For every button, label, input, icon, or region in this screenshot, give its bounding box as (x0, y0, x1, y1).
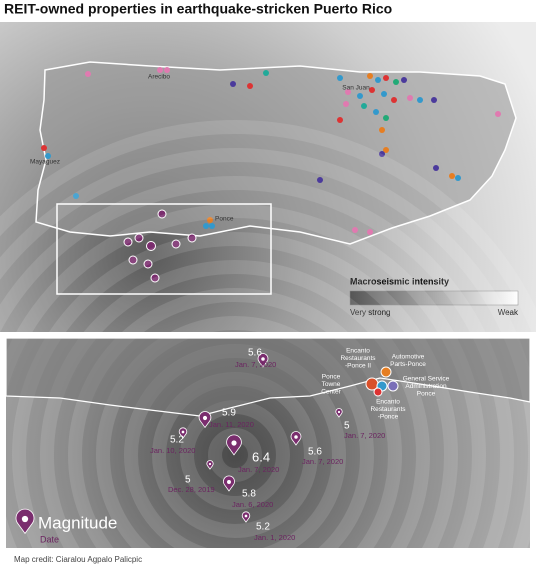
property-label: -Ponce II (345, 363, 371, 370)
place-label: Mayaguez (30, 159, 60, 166)
pin-dot (208, 462, 212, 466)
magnitude-label: 5.6 (308, 447, 322, 458)
pin-dot (337, 410, 341, 414)
property-label: Administration (405, 383, 447, 390)
property-label: Automotive (392, 354, 425, 361)
property-dots (41, 67, 501, 235)
date-label: Jan. 7, 2020 (235, 360, 276, 369)
date-label: Jan. 10, 2020 (150, 446, 195, 455)
ring (0, 176, 514, 569)
ring (0, 148, 536, 569)
quake-pin (223, 475, 235, 492)
property-label: Towne (322, 381, 341, 388)
pin-dot (202, 415, 208, 421)
property-label: Center (321, 389, 341, 396)
quake-pin (178, 427, 188, 439)
date-label: Jan. 7, 2020 (238, 465, 279, 474)
date-label: Dec. 28, 2019 (168, 485, 215, 494)
magnitude-label: 5 (344, 421, 350, 432)
pin-dot (227, 480, 231, 484)
magnitude-label: 5 (185, 475, 191, 486)
ring (0, 120, 536, 569)
inset-frame (56, 203, 272, 295)
legend-magnitude: Magnitude (38, 513, 117, 532)
magnitude-label: 5.9 (222, 408, 236, 419)
quake-pin (198, 411, 212, 429)
legend-title: Macroseismic intensity (350, 276, 449, 286)
date-label: Jan. 11, 2020 (209, 420, 254, 429)
top-pins (123, 209, 197, 283)
quake-pin (206, 460, 214, 470)
quake-pin (335, 408, 343, 418)
legend-high: Weak (498, 308, 519, 317)
magnitude-label: 5.2 (256, 522, 270, 533)
ring (68, 288, 402, 569)
property-label: -Ponce (378, 414, 399, 421)
property-label: Ponce (417, 391, 436, 398)
magnitude-label: 5.6 (248, 348, 262, 359)
coastline (5, 337, 531, 417)
quake-pin (226, 434, 242, 456)
pin-dot (181, 430, 185, 434)
legend-low: Very strong (350, 308, 390, 317)
title: REIT-owned properties in earthquake-stri… (4, 1, 392, 17)
pin-dot (21, 515, 29, 523)
ring (0, 204, 486, 569)
magnitude-label: 5.2 (170, 435, 184, 446)
quake-pin (290, 431, 302, 446)
date-label: Jan. 7, 2020 (344, 431, 385, 440)
place-label: San Juan (342, 85, 370, 92)
legend-date: Date (40, 534, 59, 544)
ring (96, 316, 374, 569)
intensity-scale (349, 290, 519, 306)
property-label: General Service (403, 376, 450, 383)
pin-dot (261, 357, 265, 361)
quake-pin (15, 508, 35, 535)
date-label: Jan. 1, 2020 (254, 533, 295, 542)
property-label: Encanto (346, 348, 370, 355)
property-label: Restaurants (340, 355, 376, 362)
property-label: Parts-Ponce (390, 361, 426, 368)
date-label: Jan. 7, 2020 (302, 457, 343, 466)
property-dot (387, 380, 399, 392)
quake-pin (257, 353, 269, 368)
intensity-rings (0, 120, 536, 569)
pin-dot (231, 440, 237, 446)
pin-dot (294, 435, 298, 439)
property-label: Encanto (376, 399, 400, 406)
ring (12, 232, 458, 569)
property-dot (373, 387, 383, 397)
property-dot (380, 366, 392, 378)
credit: Map credit: Ciaralou Agpalo Palicpic (14, 555, 142, 564)
pin-dot (244, 514, 248, 518)
property-label: Restaurants (370, 406, 406, 413)
island (35, 61, 517, 245)
quake-pin (241, 511, 251, 523)
magnitude-label: 6.4 (252, 449, 270, 464)
date-label: Jan. 6, 2020 (232, 500, 273, 509)
property-label: Ponce (322, 374, 341, 381)
ring (40, 260, 430, 569)
place-label: Ponce (215, 216, 234, 223)
place-label: Arecibo (148, 74, 170, 81)
magnitude-label: 5.8 (242, 489, 256, 500)
